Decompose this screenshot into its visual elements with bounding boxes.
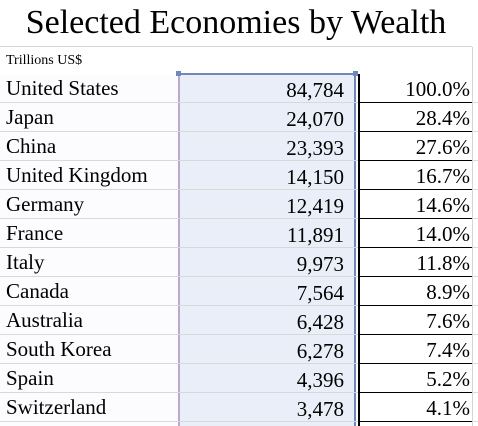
country-cell[interactable]: Spain xyxy=(6,366,54,390)
share-percent-cell[interactable]: 4.1% xyxy=(426,396,470,420)
share-percent-cell[interactable]: 100.0% xyxy=(405,77,470,101)
row-border xyxy=(360,363,472,364)
country-cell[interactable]: Australia xyxy=(6,308,83,332)
data-table: United States 84,784 100.0% Japan 24,070 28.4… xyxy=(0,74,478,426)
country-cell[interactable]: France xyxy=(6,221,64,245)
row-gridline xyxy=(0,247,478,248)
row-gridline xyxy=(0,102,478,103)
wealth-value-cell[interactable]: 23,393 xyxy=(286,136,344,160)
wealth-value-cell[interactable]: 12,419 xyxy=(286,194,344,218)
table-row: South Korea 6,278 7.4% xyxy=(0,335,478,364)
row-gridline xyxy=(0,276,478,277)
row-border xyxy=(360,189,472,190)
row-border xyxy=(360,102,472,103)
row-gridline xyxy=(0,392,478,393)
share-percent-cell[interactable]: 8.9% xyxy=(426,280,470,304)
share-column-border xyxy=(358,74,360,426)
table-row: United Kingdom 14,150 16.7% xyxy=(0,161,478,190)
sheet-title[interactable]: Selected Economies by Wealth xyxy=(0,0,472,47)
share-percent-cell[interactable]: 5.2% xyxy=(426,367,470,391)
country-cell[interactable]: Canada xyxy=(6,279,69,303)
row-gridline xyxy=(0,334,478,335)
share-percent-cell[interactable]: 7.6% xyxy=(426,309,470,333)
selection-handle-right[interactable] xyxy=(353,71,358,76)
row-border xyxy=(360,247,472,248)
row-gridline xyxy=(0,363,478,364)
row-border xyxy=(360,305,472,306)
table-row: Canada 7,564 8.9% xyxy=(0,277,478,306)
share-percent-cell[interactable]: 11.8% xyxy=(416,251,470,275)
wealth-value-cell[interactable]: 11,891 xyxy=(287,223,344,247)
wealth-value-cell[interactable]: 4,396 xyxy=(296,368,344,392)
share-percent-cell[interactable]: 27.6% xyxy=(415,135,470,159)
wealth-value-cell[interactable]: 7,564 xyxy=(296,281,344,305)
table-row: Switzerland 3,478 4.1% xyxy=(0,393,478,422)
country-cell[interactable]: China xyxy=(6,134,57,158)
wealth-value-cell[interactable]: 9,973 xyxy=(296,252,344,276)
wealth-value-cell[interactable]: 24,070 xyxy=(286,107,344,131)
country-cell[interactable]: Switzerland xyxy=(6,395,107,419)
row-border xyxy=(360,160,472,161)
row-gridline xyxy=(0,305,478,306)
table-row: France 11,891 14.0% xyxy=(0,219,478,248)
table-row: Japan 24,070 28.4% xyxy=(0,103,478,132)
row-border xyxy=(360,276,472,277)
row-border xyxy=(360,131,472,132)
share-percent-cell[interactable]: 16.7% xyxy=(415,164,470,188)
share-percent-cell[interactable]: 28.4% xyxy=(415,106,470,130)
row-gridline xyxy=(0,131,478,132)
country-cell[interactable]: Italy xyxy=(6,250,45,274)
units-row: Trillions US$ xyxy=(0,47,478,73)
table-row: United States 84,784 100.0% xyxy=(0,74,478,103)
row-border xyxy=(360,334,472,335)
share-percent-cell[interactable]: 14.6% xyxy=(415,193,470,217)
country-cell[interactable]: Japan xyxy=(6,105,54,129)
row-gridline xyxy=(0,218,478,219)
table-row: Australia 6,428 7.6% xyxy=(0,306,478,335)
country-cell[interactable]: Germany xyxy=(6,192,85,216)
wealth-value-cell[interactable]: 6,428 xyxy=(296,310,344,334)
share-percent-cell[interactable]: 14.0% xyxy=(415,222,470,246)
table-row: Spain 4,396 5.2% xyxy=(0,364,478,393)
row-border xyxy=(360,392,472,393)
selection-handle-left[interactable] xyxy=(176,71,181,76)
wealth-value-cell[interactable]: 3,478 xyxy=(296,397,344,421)
wealth-value-cell[interactable]: 84,784 xyxy=(286,78,344,102)
country-cell[interactable]: United Kingdom xyxy=(6,163,148,187)
row-gridline xyxy=(0,189,478,190)
country-cell[interactable]: United States xyxy=(6,76,119,100)
selection-top-border xyxy=(178,73,356,75)
row-border xyxy=(360,421,472,422)
country-cell[interactable]: South Korea xyxy=(6,337,112,361)
share-percent-cell[interactable]: 7.4% xyxy=(426,338,470,362)
wealth-value-cell[interactable]: 6,278 xyxy=(296,339,344,363)
table-row: Germany 12,419 14.6% xyxy=(0,190,478,219)
row-border xyxy=(360,218,472,219)
column-a-shading xyxy=(0,74,178,426)
units-label[interactable]: Trillions US$ xyxy=(6,53,83,68)
column-divider-right xyxy=(472,47,473,426)
row-gridline xyxy=(0,421,478,422)
table-row: Italy 9,973 11.8% xyxy=(0,248,478,277)
table-row: China 23,393 27.6% xyxy=(0,132,478,161)
selected-column[interactable] xyxy=(178,74,356,426)
row-gridline xyxy=(0,160,478,161)
wealth-value-cell[interactable]: 14,150 xyxy=(286,165,344,189)
